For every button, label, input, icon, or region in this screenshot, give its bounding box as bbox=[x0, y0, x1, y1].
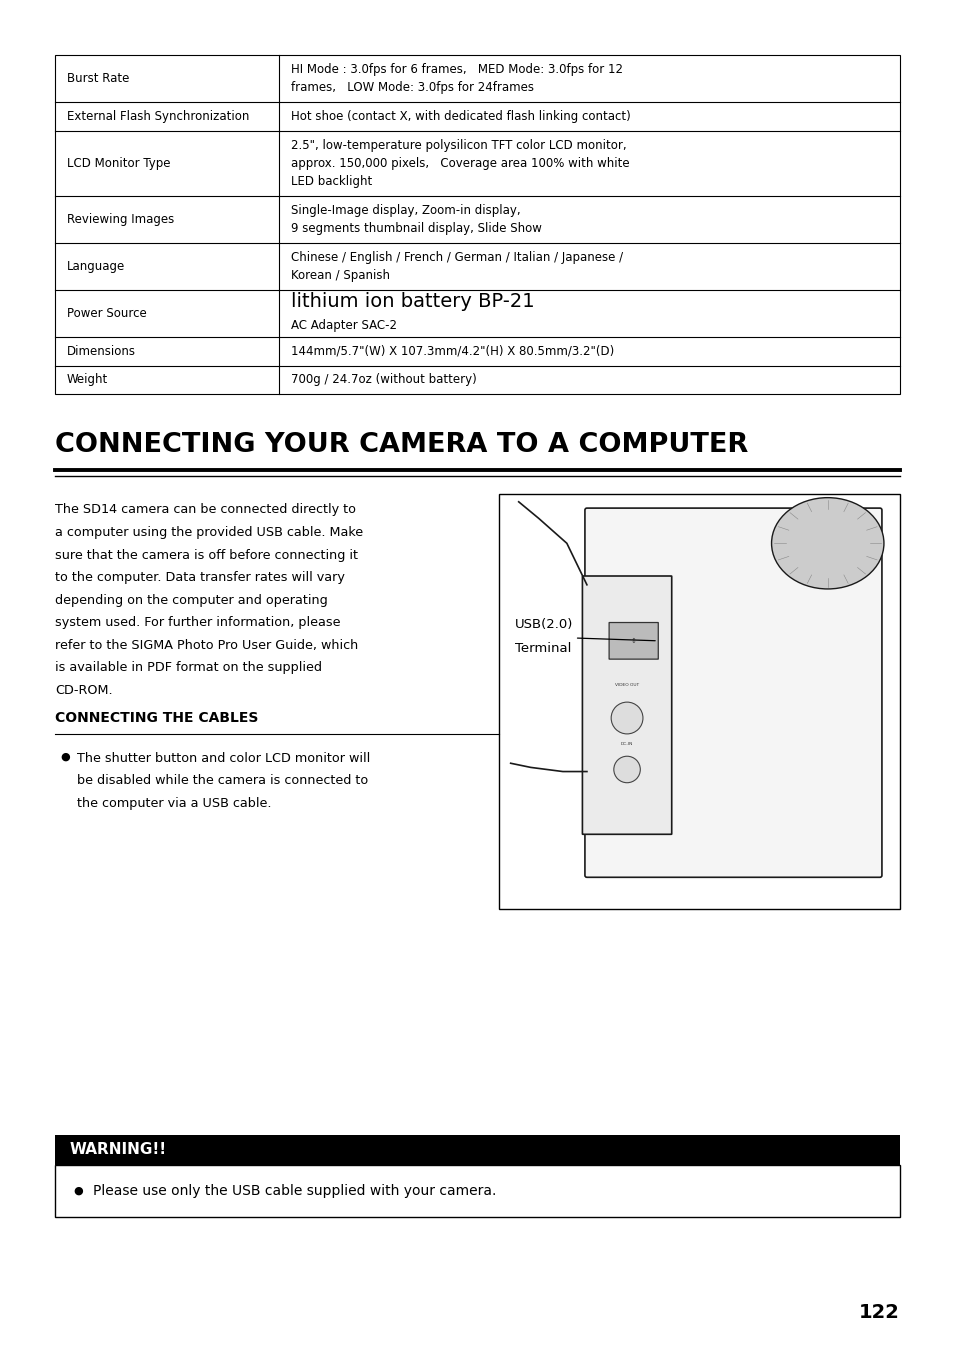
Text: system used. For further information, please: system used. For further information, pl… bbox=[55, 616, 340, 630]
Text: VIDEO OUT: VIDEO OUT bbox=[615, 683, 639, 687]
Text: 2.5", low-temperature polysilicon TFT color LCD monitor,
approx. 150,000 pixels,: 2.5", low-temperature polysilicon TFT co… bbox=[291, 138, 629, 187]
Text: CD-ROM.: CD-ROM. bbox=[55, 684, 112, 696]
Text: is available in PDF format on the supplied: is available in PDF format on the suppli… bbox=[55, 661, 322, 674]
Text: depending on the computer and operating: depending on the computer and operating bbox=[55, 593, 328, 607]
Text: ●: ● bbox=[60, 752, 70, 763]
Circle shape bbox=[613, 756, 639, 783]
Text: The SD14 camera can be connected directly to: The SD14 camera can be connected directl… bbox=[55, 503, 355, 517]
Text: 122: 122 bbox=[859, 1303, 899, 1322]
Text: ↕: ↕ bbox=[630, 638, 636, 643]
Bar bbox=[55, 56, 899, 394]
Text: Hot shoe (contact X, with dedicated flash linking contact): Hot shoe (contact X, with dedicated flas… bbox=[291, 110, 630, 122]
Text: refer to the SIGMA Photo Pro User Guide, which: refer to the SIGMA Photo Pro User Guide,… bbox=[55, 639, 358, 651]
Text: lithium ion battery BP-21: lithium ion battery BP-21 bbox=[291, 292, 534, 311]
Text: Single-Image display, Zoom-in display,
9 segments thumbnail display, Slide Show: Single-Image display, Zoom-in display, 9… bbox=[291, 204, 541, 235]
Text: Language: Language bbox=[67, 261, 125, 273]
Bar bbox=[55, 1134, 899, 1166]
Text: Terminal: Terminal bbox=[514, 642, 571, 655]
FancyBboxPatch shape bbox=[584, 508, 881, 877]
FancyBboxPatch shape bbox=[608, 623, 658, 660]
Text: Dimensions: Dimensions bbox=[67, 345, 136, 358]
FancyBboxPatch shape bbox=[581, 575, 671, 835]
Text: USB(2.0): USB(2.0) bbox=[514, 617, 573, 631]
Text: DC-IN: DC-IN bbox=[620, 742, 633, 746]
Text: 144mm/5.7"(W) X 107.3mm/4.2"(H) X 80.5mm/3.2"(D): 144mm/5.7"(W) X 107.3mm/4.2"(H) X 80.5mm… bbox=[291, 345, 614, 358]
Text: WARNING!!: WARNING!! bbox=[70, 1143, 167, 1158]
Circle shape bbox=[611, 702, 642, 734]
Text: a computer using the provided USB cable. Make: a computer using the provided USB cable.… bbox=[55, 527, 363, 539]
Text: External Flash Synchronization: External Flash Synchronization bbox=[67, 110, 249, 122]
Text: ●: ● bbox=[73, 1186, 83, 1196]
Text: Chinese / English / French / German / Italian / Japanese /
Korean / Spanish: Chinese / English / French / German / It… bbox=[291, 251, 622, 282]
Text: AC Adapter SAC-2: AC Adapter SAC-2 bbox=[291, 319, 396, 332]
Bar bbox=[55, 1166, 899, 1217]
Text: Burst Rate: Burst Rate bbox=[67, 72, 130, 85]
Text: Please use only the USB cable supplied with your camera.: Please use only the USB cable supplied w… bbox=[92, 1185, 496, 1198]
Text: Reviewing Images: Reviewing Images bbox=[67, 213, 174, 227]
Text: be disabled while the camera is connected to: be disabled while the camera is connecte… bbox=[77, 775, 368, 787]
Text: 700g / 24.7oz (without battery): 700g / 24.7oz (without battery) bbox=[291, 373, 476, 387]
Text: HI Mode : 3.0fps for 6 frames,   MED Mode: 3.0fps for 12
frames,   LOW Mode: 3.0: HI Mode : 3.0fps for 6 frames, MED Mode:… bbox=[291, 62, 622, 94]
Text: to the computer. Data transfer rates will vary: to the computer. Data transfer rates wil… bbox=[55, 571, 345, 584]
Text: the computer via a USB cable.: the computer via a USB cable. bbox=[77, 797, 272, 810]
Bar bbox=[498, 494, 899, 908]
Text: CONNECTING THE CABLES: CONNECTING THE CABLES bbox=[55, 711, 258, 725]
Text: The shutter button and color LCD monitor will: The shutter button and color LCD monitor… bbox=[77, 752, 370, 765]
Ellipse shape bbox=[771, 498, 883, 589]
Text: sure that the camera is off before connecting it: sure that the camera is off before conne… bbox=[55, 548, 357, 562]
Text: CONNECTING YOUR CAMERA TO A COMPUTER: CONNECTING YOUR CAMERA TO A COMPUTER bbox=[55, 432, 747, 459]
Text: Weight: Weight bbox=[67, 373, 108, 387]
Text: Power Source: Power Source bbox=[67, 307, 147, 320]
Text: LCD Monitor Type: LCD Monitor Type bbox=[67, 157, 171, 170]
